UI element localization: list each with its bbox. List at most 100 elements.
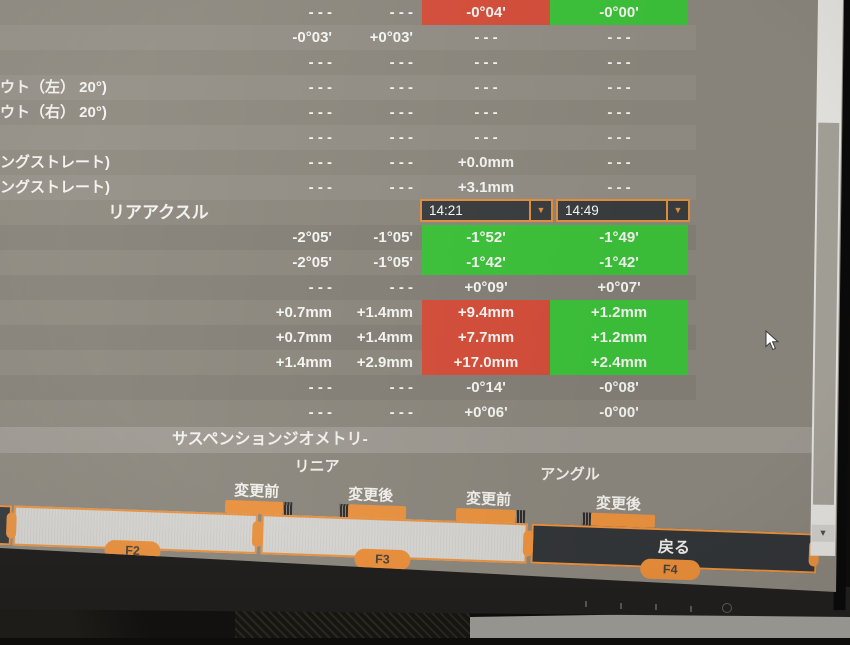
time-select-left-value: 14:21 bbox=[429, 203, 463, 218]
cell-measured-left: - - - bbox=[474, 79, 498, 96]
cell-measured-left: +3.1mm bbox=[457, 179, 515, 196]
cell-spec-min: - - - bbox=[308, 404, 332, 421]
cell-spec-min: - - - bbox=[308, 4, 332, 21]
cell-spec-min: - - - bbox=[308, 79, 332, 96]
cell-spec-max: - - - bbox=[389, 79, 413, 96]
scrollbar-thumb[interactable] bbox=[812, 122, 840, 505]
cell-measured-left: - - - bbox=[474, 54, 498, 71]
table-row: ングストレート) - - - - - - +3.1mm - - - bbox=[0, 175, 696, 200]
cell-measured-left: - - - bbox=[474, 104, 498, 121]
bezel-button-icon bbox=[620, 603, 622, 609]
row-label: ウト（右） 20°) bbox=[0, 104, 107, 121]
cell-spec-min: -2°05' bbox=[292, 254, 332, 271]
mouse-cursor-icon bbox=[765, 330, 780, 351]
cell-spec-max: - - - bbox=[389, 54, 413, 71]
table-row: ウト（右） 20°) - - - - - - - - - - - - bbox=[0, 100, 696, 125]
cell-measured-right: - - - bbox=[607, 129, 631, 146]
cell-spec-min: - - - bbox=[308, 179, 332, 196]
cell-measured-right: +2.4mm bbox=[550, 350, 688, 375]
cell-measured-right: +0°07' bbox=[597, 279, 641, 296]
table-row: - - - - - - - - - - - - bbox=[0, 50, 696, 75]
cell-spec-max: +0°03' bbox=[369, 29, 413, 46]
grip-icon bbox=[282, 501, 293, 516]
cell-measured-right: +1.2mm bbox=[550, 300, 688, 325]
cell-spec-max: +1.4mm bbox=[356, 304, 413, 321]
cell-measured-left: +0°06' bbox=[464, 404, 508, 421]
button-connector bbox=[522, 530, 534, 557]
cell-measured-right: -0°00' bbox=[550, 0, 688, 25]
cell-spec-max: - - - bbox=[389, 179, 413, 196]
cell-spec-max: +2.9mm bbox=[356, 354, 413, 371]
cell-measured-left: +0.0mm bbox=[457, 154, 515, 171]
suspension-geometry-header: サスペンションジオメトリ- bbox=[172, 431, 368, 448]
bezel-button-icon bbox=[690, 606, 692, 612]
table-row: - - - - - - -0°14' -0°08' bbox=[0, 375, 696, 400]
button-connector bbox=[5, 512, 17, 539]
cell-measured-left: +17.0mm bbox=[422, 350, 550, 375]
rear-axle-header: リアアクスル bbox=[108, 203, 209, 222]
grip-icon bbox=[338, 503, 349, 518]
cell-spec-min: - - - bbox=[308, 54, 332, 71]
cell-measured-right: - - - bbox=[607, 154, 631, 171]
cell-spec-min: - - - bbox=[308, 379, 332, 396]
cell-spec-max: - - - bbox=[389, 404, 413, 421]
cell-spec-max: - - - bbox=[389, 104, 413, 121]
angle-group-label: アングル bbox=[540, 466, 600, 483]
cell-measured-right: -1°49' bbox=[550, 225, 688, 250]
row-label: ングストレート) bbox=[0, 154, 110, 171]
table-row: - - - - - - +0°09' +0°07' bbox=[0, 275, 696, 300]
cell-measured-right: -1°42' bbox=[550, 250, 688, 275]
table-row: - - - - - - - - - - - - bbox=[0, 125, 696, 150]
screen: - - - - - - -0°04' -0°00' -0°03' +0°03' … bbox=[0, 0, 844, 592]
cell-measured-left: +9.4mm bbox=[422, 300, 550, 325]
cell-spec-min: -0°03' bbox=[292, 29, 332, 46]
grip-icon bbox=[515, 510, 526, 524]
cell-measured-left: -1°42' bbox=[422, 250, 550, 275]
cell-spec-max: - - - bbox=[389, 154, 413, 171]
table-row: -0°03' +0°03' - - - - - - bbox=[0, 25, 696, 50]
grip-icon bbox=[581, 512, 592, 526]
cell-measured-left: - - - bbox=[474, 129, 498, 146]
table-row: +0.7mm +1.4mm +9.4mm +1.2mm bbox=[0, 300, 696, 325]
cell-spec-max: - - - bbox=[389, 279, 413, 296]
button-connector bbox=[251, 520, 263, 548]
chevron-down-icon[interactable]: ▼ bbox=[666, 201, 688, 220]
row-label: ングストレート) bbox=[0, 179, 110, 196]
linear-group-label: リニア bbox=[294, 458, 340, 475]
bezel-button-icon bbox=[655, 604, 657, 610]
cell-measured-left: +0°09' bbox=[464, 279, 508, 296]
chevron-down-icon[interactable]: ▼ bbox=[529, 201, 551, 220]
time-select-right[interactable]: 14:49 ▼ bbox=[556, 199, 690, 222]
header-after-linear: 変更後 bbox=[347, 486, 394, 505]
time-select-left[interactable]: 14:21 ▼ bbox=[420, 199, 553, 222]
cell-measured-right: -0°08' bbox=[599, 379, 639, 396]
table-row: ングストレート) - - - - - - +0.0mm - - - bbox=[0, 150, 696, 175]
header-after-angle: 変更後 bbox=[595, 494, 642, 514]
cell-spec-min: - - - bbox=[308, 154, 332, 171]
cell-measured-left: - - - bbox=[474, 29, 498, 46]
cell-measured-left: +7.7mm bbox=[422, 325, 550, 350]
cell-spec-min: +0.7mm bbox=[275, 304, 332, 321]
cell-spec-min: -2°05' bbox=[292, 229, 332, 246]
scroll-down-arrow-icon[interactable]: ▼ bbox=[811, 524, 835, 542]
cell-spec-min: - - - bbox=[308, 129, 332, 146]
time-select-right-value: 14:49 bbox=[565, 203, 599, 218]
cell-spec-min: - - - bbox=[308, 279, 332, 296]
cell-measured-left: -0°14' bbox=[466, 379, 506, 396]
table-row: +0.7mm +1.4mm +7.7mm +1.2mm bbox=[0, 325, 696, 350]
header-before-linear: 変更前 bbox=[233, 482, 280, 501]
header-before-angle: 変更前 bbox=[465, 490, 512, 509]
cell-measured-right: -0°00' bbox=[599, 404, 639, 421]
table-row: - - - - - - -0°04' -0°00' bbox=[0, 0, 696, 25]
table-row: -2°05' -1°05' -1°42' -1°42' bbox=[0, 250, 696, 275]
suspension-geometry-band bbox=[0, 427, 818, 453]
cell-measured-right: +1.2mm bbox=[550, 325, 688, 350]
cell-spec-min: +1.4mm bbox=[275, 354, 332, 371]
cell-measured-right: - - - bbox=[607, 29, 631, 46]
f4-key-pill: F4 bbox=[639, 558, 701, 581]
cell-spec-max: - - - bbox=[389, 129, 413, 146]
cell-spec-max: -1°05' bbox=[373, 229, 413, 246]
cell-measured-right: - - - bbox=[607, 54, 631, 71]
cell-spec-max: - - - bbox=[389, 4, 413, 21]
cell-spec-min: +0.7mm bbox=[275, 329, 332, 346]
